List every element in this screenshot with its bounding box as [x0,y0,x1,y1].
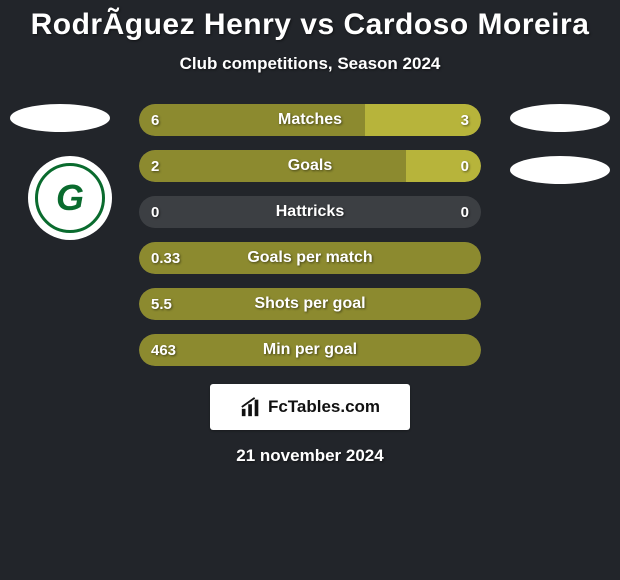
player-right-badge-placeholder-2 [510,156,610,184]
stat-row: 2Goals0 [139,150,481,182]
footer-date: 21 november 2024 [0,446,620,466]
stat-row: 6Matches3 [139,104,481,136]
stat-label: Matches [139,111,481,129]
footer-brand-text: FcTables.com [268,397,380,417]
stat-row: 5.5Shots per goal [139,288,481,320]
stat-value-right: 0 [461,204,469,221]
stat-rows: 6Matches32Goals00Hattricks00.33Goals per… [139,104,481,366]
chart-icon [240,396,262,418]
player-left-badge-placeholder [10,104,110,132]
footer-brand-badge: FcTables.com [210,384,410,430]
player-right-badge-placeholder [510,104,610,132]
stat-label: Shots per goal [139,295,481,313]
stat-value-right: 3 [461,112,469,129]
stat-label: Goals per match [139,249,481,267]
stat-row: 0.33Goals per match [139,242,481,274]
subtitle: Club competitions, Season 2024 [0,54,620,74]
stat-row: 0Hattricks0 [139,196,481,228]
club-badge: G [28,156,112,240]
stats-area: G 6Matches32Goals00Hattricks00.33Goals p… [0,104,620,366]
stat-value-right: 0 [461,158,469,175]
stat-row: 463Min per goal [139,334,481,366]
stat-label: Hattricks [139,203,481,221]
stat-label: Goals [139,157,481,175]
page-title: RodrÃ­guez Henry vs Cardoso Moreira [0,8,620,42]
club-badge-letter: G [56,177,84,219]
comparison-card: RodrÃ­guez Henry vs Cardoso Moreira Club… [0,0,620,580]
club-badge-inner: G [35,163,105,233]
stat-label: Min per goal [139,341,481,359]
